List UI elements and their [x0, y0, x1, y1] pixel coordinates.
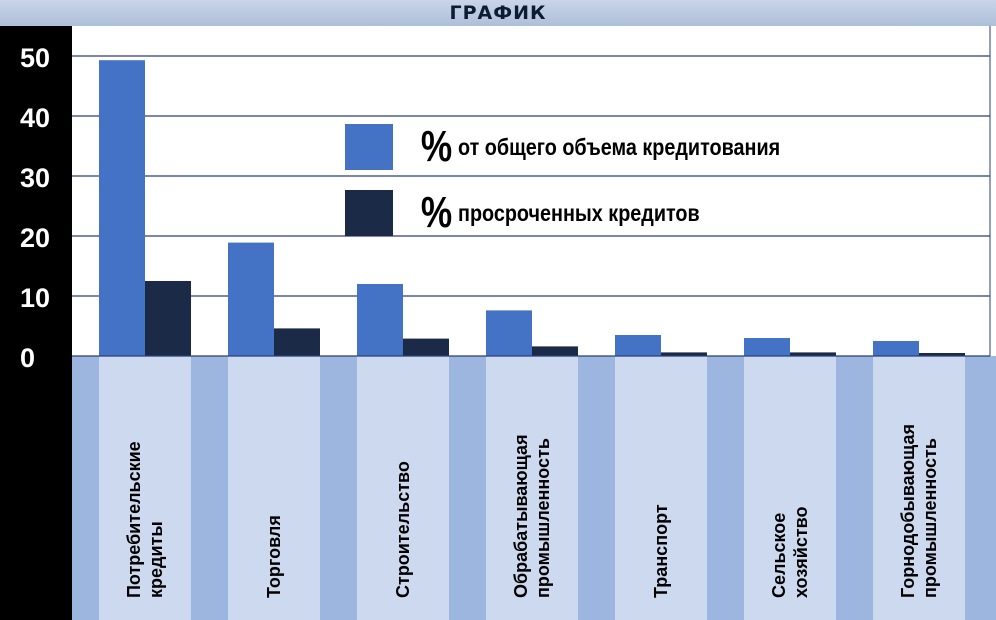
bar	[873, 341, 919, 356]
legend-item-overdue: % просроченных кредитов	[345, 184, 833, 242]
category-label: Обрабатывающая	[511, 434, 531, 598]
legend-symbol: %	[420, 188, 453, 237]
legend-swatch-share	[345, 124, 393, 170]
bar	[403, 338, 449, 356]
bar	[486, 310, 532, 356]
y-axis-panel	[0, 26, 72, 620]
y-tick-label: 50	[20, 43, 50, 73]
bar	[661, 352, 707, 356]
legend-label-overdue: просроченных кредитов	[458, 199, 700, 226]
y-tick-label: 0	[20, 343, 35, 373]
category-label: Сельское	[769, 513, 789, 598]
bar	[615, 335, 661, 356]
y-tick-label: 10	[20, 283, 50, 313]
category-label: Строительство	[393, 461, 413, 598]
category-label: хозяйство	[791, 507, 811, 599]
category-column	[357, 356, 449, 620]
bar	[744, 338, 790, 356]
category-column	[744, 356, 836, 620]
legend-swatch-overdue	[345, 190, 393, 236]
category-label: промышленность	[920, 438, 940, 598]
category-label: Транспорт	[651, 504, 671, 598]
bar	[919, 353, 965, 356]
category-label: кредиты	[146, 521, 166, 598]
category-label: Потребительские	[124, 441, 144, 598]
category-label: Горнодобывающая	[898, 424, 918, 598]
y-tick-label: 30	[20, 163, 50, 193]
chart-title: ГРАФИК	[449, 2, 547, 24]
y-tick-label: 20	[20, 223, 50, 253]
category-label: Торговля	[264, 515, 284, 598]
category-column	[486, 356, 578, 620]
bar	[532, 346, 578, 356]
category-column	[873, 356, 965, 620]
bar	[145, 281, 191, 356]
bar	[228, 242, 274, 356]
bar	[790, 352, 836, 356]
chart-title-bar: ГРАФИК	[0, 0, 996, 26]
legend-label-share: от общего объема кредитования	[458, 133, 781, 160]
legend-symbol: %	[420, 122, 453, 171]
category-column	[99, 356, 191, 620]
category-column	[228, 356, 320, 620]
bar	[99, 60, 145, 356]
legend-item-share: % от общего объема кредитования	[345, 118, 833, 176]
bar	[357, 284, 403, 356]
bar-chart: 0 10 20 30 40 50 Потребительские кредиты Торговл…	[20, 26, 996, 620]
bar	[274, 328, 320, 356]
category-label: промышленность	[533, 438, 553, 598]
y-tick-label: 40	[20, 103, 50, 133]
legend: % от общего объема кредитования % просро…	[345, 118, 833, 250]
category-column	[615, 356, 707, 620]
